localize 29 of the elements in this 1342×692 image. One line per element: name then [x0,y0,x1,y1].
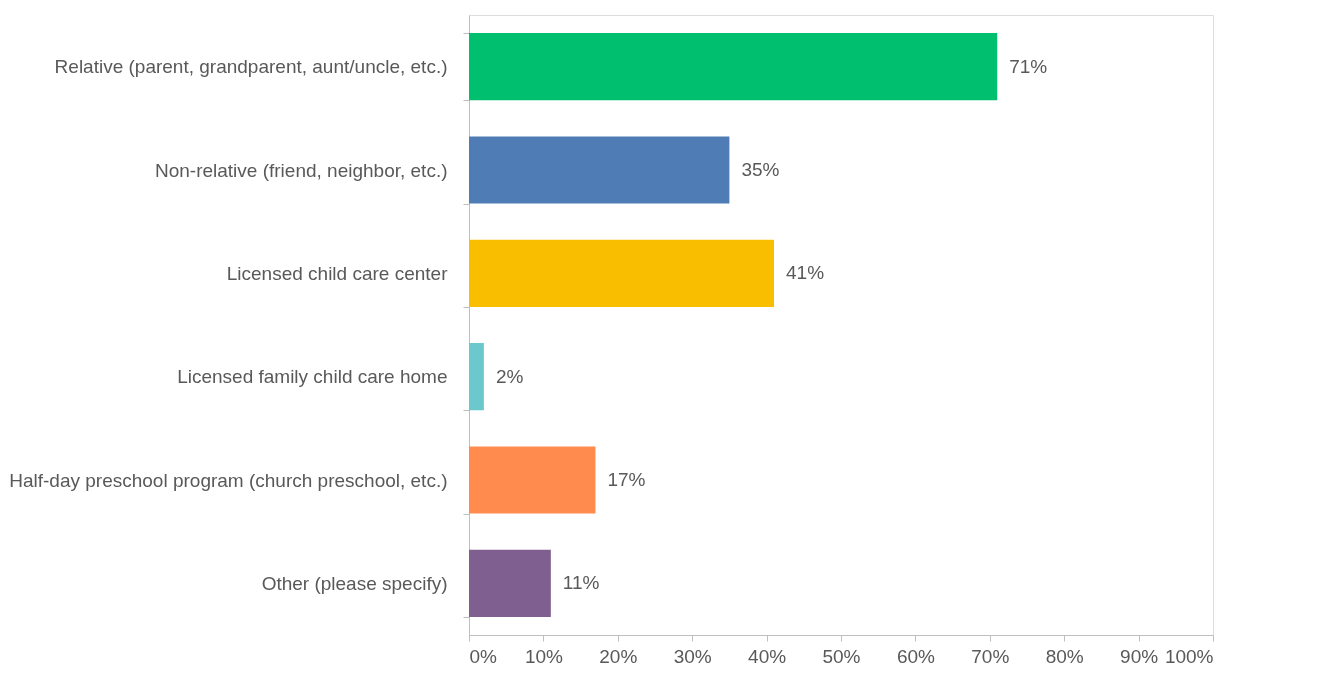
data-label: 17% [607,469,646,490]
y-tick-label: Licensed child care center [226,262,449,284]
y-tick-label: Relative (parent, grandparent, aunt/uncle, etc.) [54,56,448,78]
x-tick-label: 80% [1045,645,1084,667]
bar [469,446,596,514]
x-tick-label: 10% [524,645,564,667]
data-label: 11% [562,572,600,594]
x-tick-label: 50% [822,645,861,667]
bar [469,239,775,307]
data-label: 35% [741,159,780,180]
x-tick-label: 70% [971,645,1010,667]
x-tick-label: 60% [896,645,936,667]
x-tick-label: 20% [599,645,638,667]
bar [469,343,484,411]
y-tick-label: Half-day preschool program (church preschool, etc.) [9,469,448,491]
data-label: 41% [786,262,825,284]
data-label: 71% [1009,55,1048,77]
x-tick-label: 0% [469,645,498,667]
y-tick-label: Other (please specify) [261,572,448,594]
y-tick-label: Non-relative (friend, neighbor, etc.) [154,159,448,181]
x-tick-label: 30% [673,645,712,667]
x-tick-label: 40% [748,645,787,667]
x-tick-label: 90% [1120,645,1159,667]
x-tick-label: 100% [1164,645,1214,667]
data-label: 2% [495,365,524,387]
y-tick-label: Licensed family child care home [177,366,448,388]
bar [469,136,730,204]
bar [469,549,551,617]
bar [469,33,998,101]
